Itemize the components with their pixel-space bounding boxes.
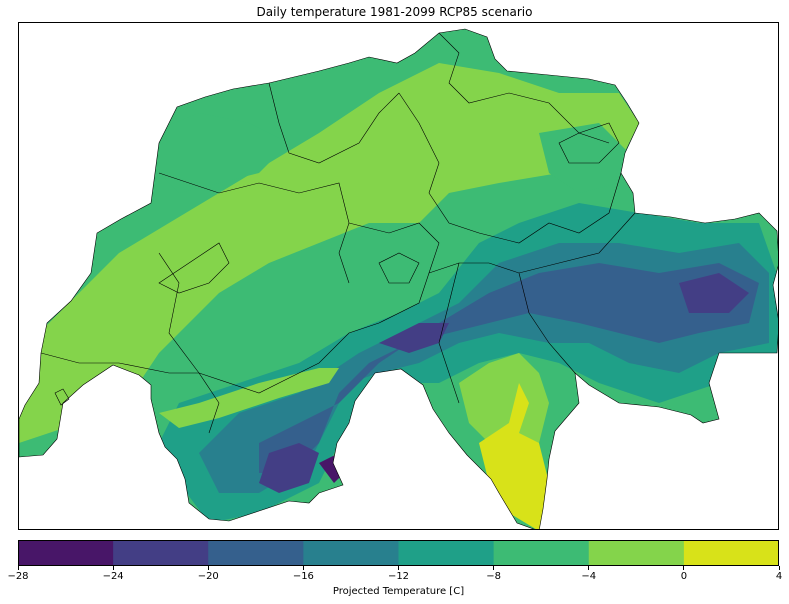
canton-border: [54, 388, 70, 406]
colorbar-tick-label: −16: [292, 571, 314, 582]
canton-border: [478, 172, 622, 244]
canton-border: [348, 222, 440, 274]
canton-border: [558, 122, 620, 164]
colorbar-outline: [18, 540, 779, 566]
canton-border: [268, 82, 400, 164]
colorbar-tick-mark: [112, 566, 114, 570]
colorbar-bin: [303, 540, 400, 566]
canton-border: [398, 92, 480, 234]
colorbar-tick-label: −12: [387, 571, 410, 582]
colorbar-bin: [18, 540, 114, 566]
graubuenden-peaks-zone: [679, 273, 749, 313]
colorbar-tick-label: −4: [581, 571, 597, 582]
colorbar-bin: [683, 540, 779, 566]
canton-border: [158, 252, 220, 434]
northeast-cool-zone: [539, 123, 629, 193]
colorbar-bin: [588, 540, 685, 566]
colorbar-label: Projected Temperature [C]: [332, 586, 465, 597]
map-frame: [18, 22, 779, 530]
colorbar-tick-label: −20: [197, 571, 219, 582]
country-border: [19, 28, 778, 529]
colorbar-bins: [18, 540, 779, 566]
alps-very-cold-zone: [259, 263, 759, 473]
colorbar: [18, 540, 779, 566]
canton-border: [158, 172, 350, 284]
temperature-map: [19, 28, 778, 529]
colorbar-tick-label: 0: [680, 571, 688, 582]
canton-border: [158, 242, 230, 294]
colorbar-tick-mark: [302, 566, 304, 570]
colorbar-bin: [113, 540, 209, 566]
colorbar-bin: [208, 540, 304, 566]
canton-borders: [19, 28, 778, 529]
map-title: Daily temperature 1981-2099 RCP85 scenar…: [256, 5, 533, 19]
canton-border: [518, 272, 576, 374]
colorbar-bin: [493, 540, 590, 566]
canton-border: [40, 352, 199, 374]
colorbar-tick-mark: [588, 566, 590, 570]
colorbar-tick-label: −28: [7, 571, 29, 582]
colorbar-tick-mark: [398, 566, 399, 570]
canton-border: [438, 262, 460, 404]
colorbar-tick-mark: [778, 566, 780, 570]
colorbar-tick-mark: [493, 566, 495, 570]
colorbar-tick-label: −8: [486, 571, 501, 582]
jura-cool-zone: [149, 113, 289, 193]
canton-border: [438, 32, 610, 144]
central-peaks-zone: [379, 323, 449, 353]
rhone-valley-warm-zone: [159, 368, 339, 428]
canton-border: [198, 272, 430, 394]
plateau-warm-zone: [19, 63, 639, 443]
valais-peaks-zone: [259, 443, 319, 493]
canton-border: [378, 252, 420, 284]
colorbar-tick-mark: [207, 566, 209, 570]
ticino-warm-zone: [459, 353, 549, 453]
colorbar-tick-mark: [683, 566, 685, 570]
colorbar-tick-mark: [17, 566, 19, 570]
colorbar-tick-label: 4: [775, 571, 783, 582]
colorbar-bin: [398, 540, 495, 566]
colorbar-tick-label: −24: [102, 571, 124, 582]
